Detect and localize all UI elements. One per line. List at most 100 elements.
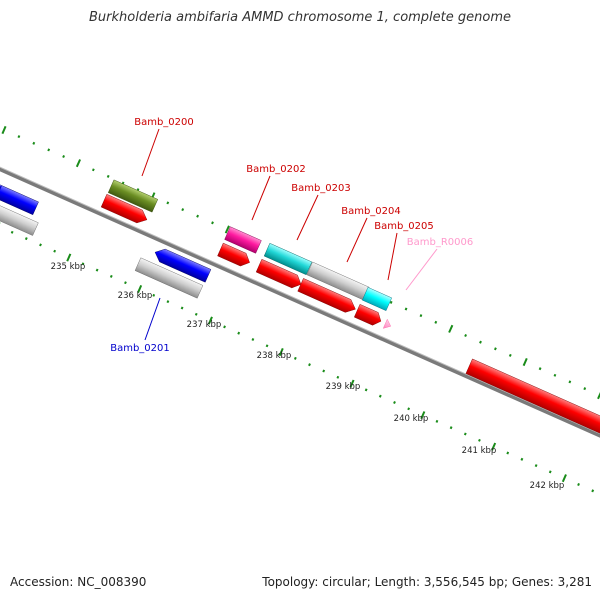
- chromosome-backbone: [0, 166, 600, 438]
- outer-scale-tick: [166, 201, 170, 205]
- inner-scale-tick: [378, 394, 382, 398]
- outer-scale-tick: [389, 300, 393, 304]
- outer-scale-tick: [464, 333, 468, 338]
- inner-scale-tick: [393, 400, 396, 405]
- gene-label[interactable]: Bamb_0205: [374, 221, 434, 232]
- inner-scale-tick: [251, 337, 255, 342]
- gene-feature-bamb-0202[interactable]: [224, 226, 262, 254]
- inner-scale-tick: [407, 407, 411, 411]
- kbp-label: 238 kbp: [257, 351, 292, 361]
- gene-feature-forward[interactable]: [465, 358, 600, 442]
- outer-scale-tick: [211, 221, 214, 225]
- gene-feature-forward[interactable]: [217, 242, 253, 269]
- inner-scale-tick: [207, 316, 213, 325]
- gene-feature-forward[interactable]: [100, 193, 150, 226]
- inner-scale-tick: [53, 249, 57, 253]
- kbp-label: 242 kbp: [530, 481, 565, 491]
- outer-scale-tick: [91, 168, 95, 172]
- kbp-label: 236 kbp: [118, 291, 153, 301]
- gene-feature-bamb-0201[interactable]: [152, 246, 212, 283]
- gene-feature-forward[interactable]: [354, 304, 383, 327]
- gene-feature-forward[interactable]: [255, 258, 304, 290]
- gene-label[interactable]: Bamb_0201: [110, 343, 170, 354]
- kbp-label: 239 kbp: [326, 382, 361, 392]
- separator: ;: [503, 575, 509, 589]
- inner-scale-tick: [66, 253, 72, 262]
- outer-scale-tick: [224, 225, 230, 234]
- kbp-label: 237 kbp: [187, 320, 222, 330]
- genes-value: 3,281: [557, 575, 592, 589]
- inner-scale-tick: [420, 411, 426, 420]
- accession-info: Accession: NC_008390: [10, 575, 146, 589]
- inner-scale-tick: [237, 331, 241, 335]
- inner-scale-tick: [137, 284, 143, 294]
- outer-scale-tick: [479, 340, 482, 344]
- gene-label-leaders: [141, 128, 438, 341]
- inner-scale-tick: [463, 432, 467, 436]
- outer-scale-tick: [568, 380, 572, 384]
- outer-scale-tick: [181, 208, 185, 212]
- inner-scale-tick: [506, 451, 510, 455]
- outer-scale-tick: [493, 347, 497, 351]
- inner-scale-ring: [0, 222, 595, 493]
- outer-scale-tick: [404, 307, 408, 311]
- inner-scale-tick: [435, 419, 439, 423]
- inner-scale-tick: [308, 363, 311, 367]
- inner-scale-tick: [265, 344, 269, 348]
- inner-scale-tick: [591, 489, 595, 493]
- inner-scale-tick: [194, 312, 198, 316]
- inner-scale-tick: [364, 388, 368, 392]
- inner-scale-tick: [449, 426, 453, 430]
- kbp-scale-labels: 235 kbp 236 kbp 237 kbp 238 kbp 239 kbp 240 k…: [51, 262, 565, 491]
- gene-feature-reverse[interactable]: [0, 181, 39, 215]
- length-value: 3,556,545 bp: [423, 575, 504, 589]
- gene-label[interactable]: Bamb_0202: [246, 164, 306, 175]
- outer-scale-tick: [583, 387, 587, 391]
- inner-scale-tick: [152, 293, 156, 297]
- gene-features: [0, 179, 600, 442]
- gene-label[interactable]: Bamb_0200: [134, 117, 194, 128]
- outer-scale-tick: [434, 320, 438, 324]
- outer-scale-tick: [47, 148, 51, 152]
- inner-scale-tick: [293, 356, 297, 360]
- inner-scale-tick: [10, 230, 14, 234]
- gene-label[interactable]: Bamb_0203: [291, 183, 351, 194]
- kbp-label: 240 kbp: [394, 414, 429, 424]
- outer-scale-tick: [553, 373, 557, 377]
- gene-feature-forward[interactable]: [297, 278, 359, 315]
- gene-labels: Bamb_0200 Bamb_0201 Bamb_0202 Bamb_0203 …: [110, 117, 473, 354]
- inner-scale-tick: [24, 237, 28, 241]
- gene-feature-bamb-0203[interactable]: [263, 242, 313, 276]
- gene-feature-other[interactable]: [134, 257, 204, 299]
- kbp-label: 235 kbp: [51, 262, 86, 272]
- inner-scale-tick: [478, 438, 481, 442]
- inner-scale-tick: [336, 375, 340, 379]
- outer-scale-tick: [419, 314, 423, 318]
- outer-scale-tick: [62, 154, 66, 159]
- length-label: Length:: [374, 575, 421, 589]
- map-title: Burkholderia ambifaria AMMD chromosome 1…: [88, 10, 512, 25]
- gene-label[interactable]: Bamb_R0006: [407, 237, 473, 248]
- outer-scale-tick: [196, 214, 200, 218]
- inner-scale-tick: [349, 379, 355, 388]
- gene-label[interactable]: Bamb_0204: [341, 206, 401, 217]
- outer-scale-tick: [106, 174, 110, 178]
- gene-feature-bamb-0205[interactable]: [362, 287, 392, 311]
- gene-feature-other[interactable]: [0, 201, 39, 236]
- genome-stats: Topology: circular; Length: 3,556,545 bp…: [262, 575, 592, 589]
- outer-scale-tick: [17, 135, 21, 139]
- inner-scale-tick: [534, 464, 538, 468]
- topology-label: Topology:: [262, 575, 319, 589]
- outer-scale-tick: [75, 159, 82, 168]
- inner-scale-tick: [166, 300, 170, 304]
- inner-scale-tick: [577, 483, 580, 486]
- gene-feature-bamb-0200[interactable]: [107, 179, 159, 213]
- inner-scale-tick: [39, 243, 42, 247]
- kbp-label: 241 kbp: [462, 446, 497, 456]
- topology-value: circular: [322, 575, 367, 589]
- gene-feature-bamb-r0006[interactable]: [382, 318, 393, 331]
- inner-scale-tick: [278, 347, 284, 357]
- outer-scale-tick: [538, 367, 542, 371]
- outer-scale-tick: [522, 357, 528, 367]
- inner-scale-tick: [95, 268, 99, 272]
